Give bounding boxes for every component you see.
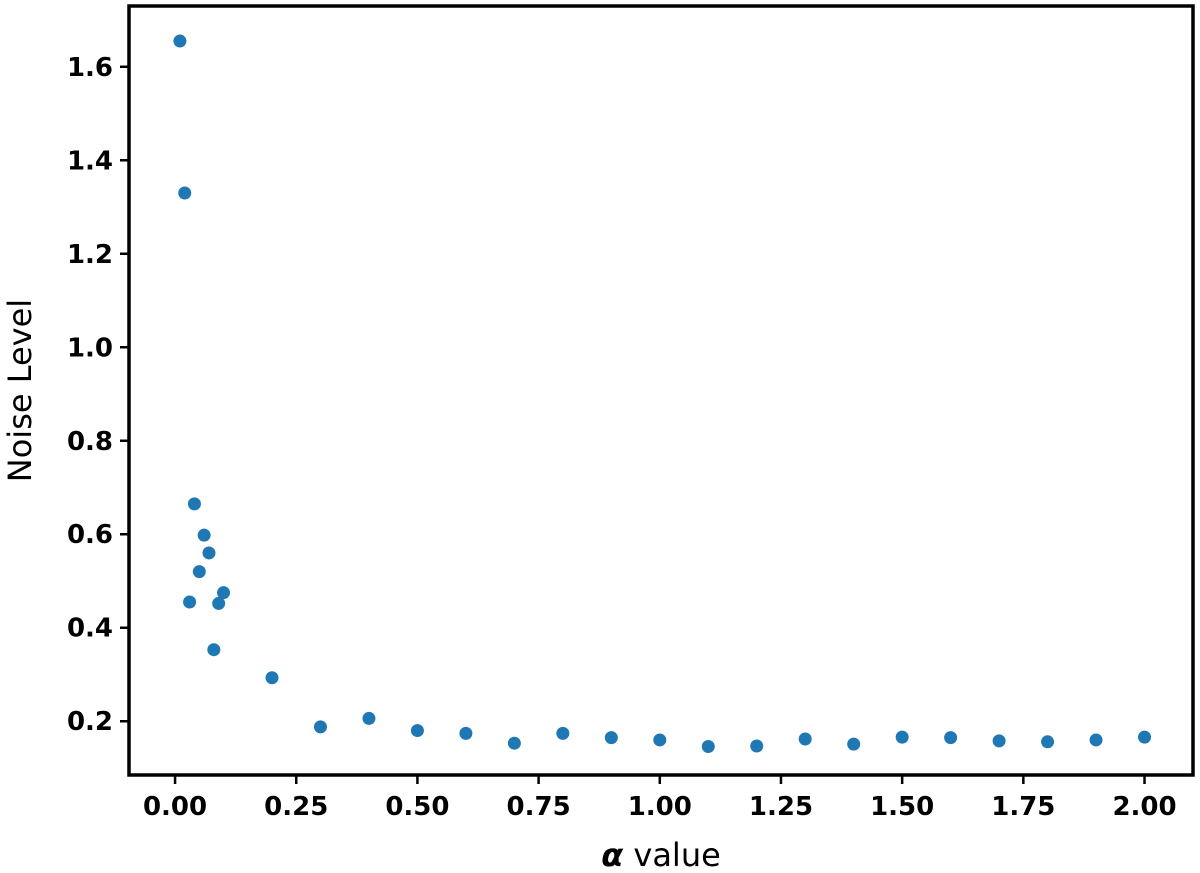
data-point — [895, 730, 909, 744]
data-point — [750, 739, 764, 753]
data-point — [798, 732, 812, 746]
x-tick-label: 0.50 — [385, 792, 449, 822]
data-point — [202, 546, 216, 560]
y-tick-label: 1.6 — [67, 53, 113, 83]
x-tick-label: 1.50 — [870, 792, 934, 822]
x-tick-label: 1.00 — [628, 792, 692, 822]
x-tick-label: 0.25 — [264, 792, 328, 822]
plot-frame — [127, 4, 1195, 777]
data-point — [1138, 730, 1152, 744]
x-axis-label: α value — [601, 836, 721, 873]
data-point — [173, 34, 187, 48]
data-point — [217, 586, 231, 600]
data-point — [701, 739, 715, 753]
x-tick-label: 0.00 — [143, 792, 207, 822]
x-tick-label: 2.00 — [1112, 792, 1176, 822]
data-point — [410, 724, 424, 738]
y-tick-label: 0.4 — [67, 614, 113, 644]
data-point — [265, 671, 279, 685]
data-point — [653, 733, 667, 747]
data-point — [459, 726, 473, 740]
x-axis-label-symbol: α — [601, 836, 624, 873]
data-point — [847, 737, 861, 751]
data-point — [556, 726, 570, 740]
y-tick-label: 0.6 — [67, 520, 113, 550]
data-point — [192, 565, 206, 579]
y-tick-label: 1.4 — [67, 146, 113, 176]
y-tick-label: 1.0 — [67, 333, 113, 363]
data-point — [604, 731, 618, 745]
x-axis-label-text: value — [623, 836, 721, 873]
y-tick-label: 0.2 — [67, 707, 113, 737]
y-axis-ticks: 0.2 0.4 0.6 0.8 1.0 1.2 1.4 1.6 — [67, 53, 129, 737]
x-axis-ticks: 0.00 0.25 0.50 0.75 1.00 1.25 1.50 1.75 2.00 — [143, 775, 1177, 822]
data-points — [173, 34, 1152, 753]
data-point — [187, 497, 201, 511]
y-tick-label: 1.2 — [67, 240, 113, 270]
data-point — [207, 643, 221, 657]
x-tick-label: 0.75 — [507, 792, 571, 822]
data-point — [507, 736, 521, 750]
data-point — [178, 186, 192, 200]
data-point — [197, 528, 211, 542]
data-point — [992, 734, 1006, 748]
data-point — [313, 720, 327, 734]
x-tick-label: 1.25 — [749, 792, 813, 822]
y-tick-label: 0.8 — [67, 427, 113, 457]
data-point — [944, 731, 958, 745]
data-point — [362, 711, 376, 725]
x-tick-label: 1.75 — [991, 792, 1055, 822]
data-point — [212, 596, 226, 610]
data-point — [1041, 735, 1055, 749]
y-axis-label: Noise Level — [1, 299, 39, 482]
data-point — [183, 595, 197, 609]
data-point — [1089, 733, 1103, 747]
